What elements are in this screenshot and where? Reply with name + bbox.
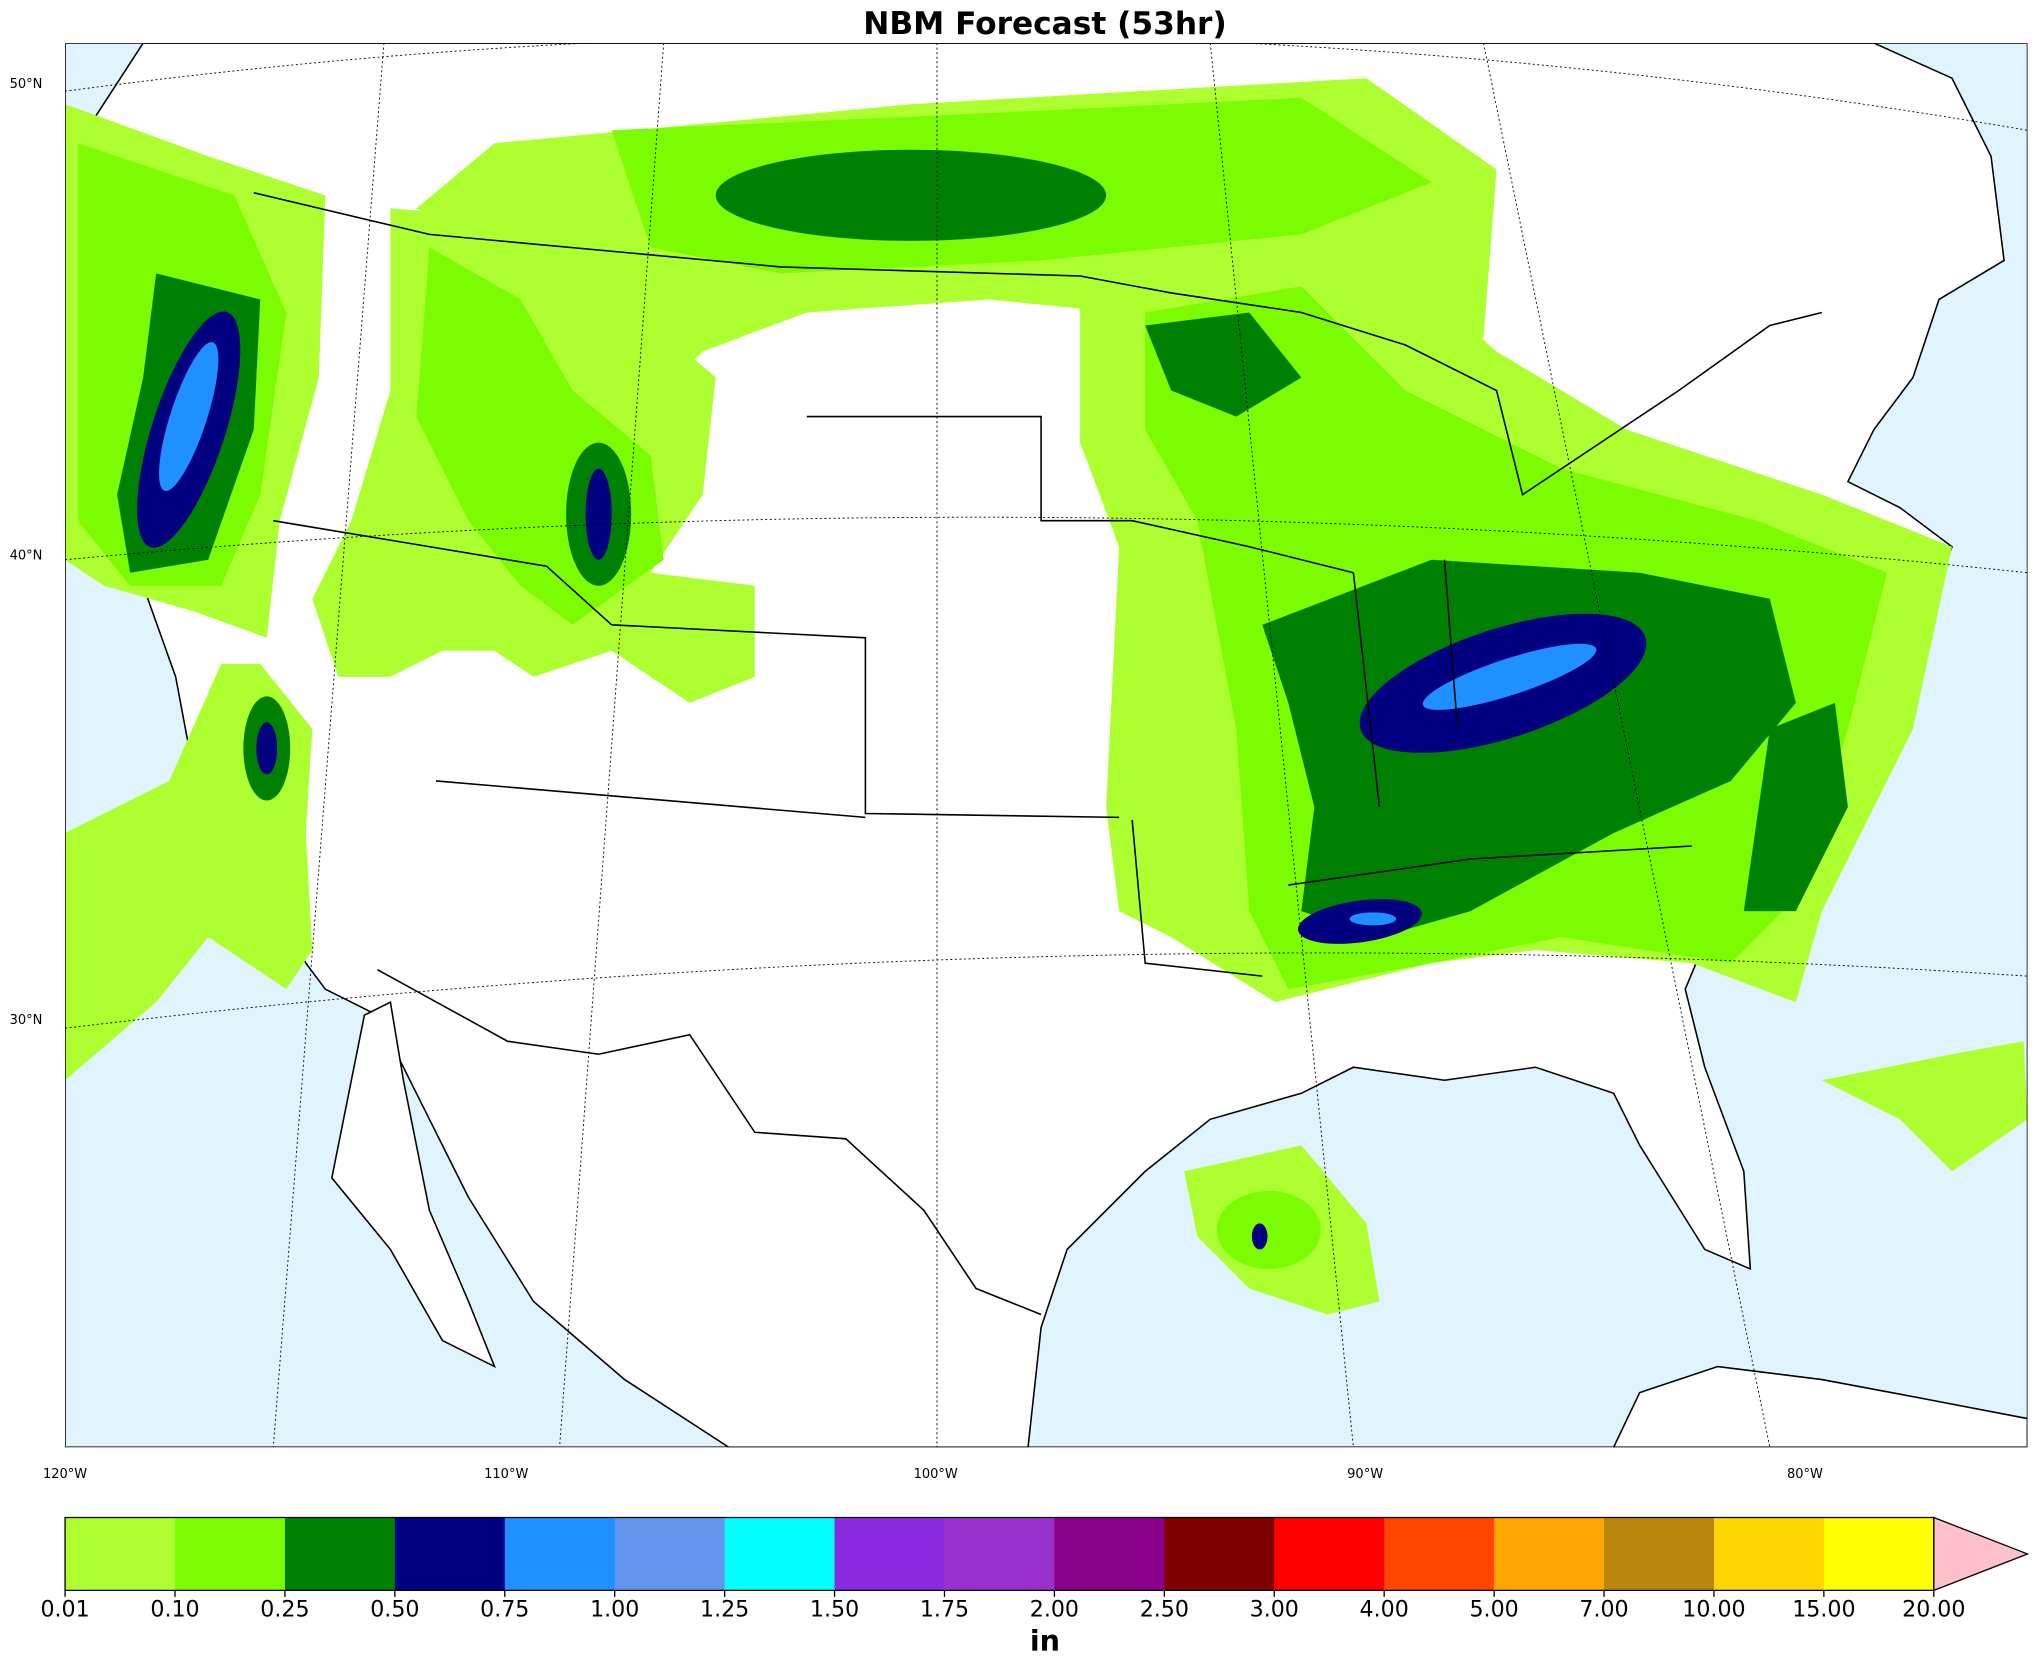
colorbar-tick-label: 20.00 bbox=[1902, 1596, 1965, 1622]
lat-label: 30°N bbox=[10, 1013, 43, 1028]
colorbar-swatch bbox=[284, 1517, 396, 1591]
colorbar-tick-label: 15.00 bbox=[1792, 1596, 1855, 1622]
colorbar-tick-label: 0.01 bbox=[40, 1596, 89, 1622]
colorbar-swatch bbox=[834, 1517, 946, 1591]
colorbar-swatch bbox=[944, 1517, 1056, 1591]
border bbox=[253, 191, 1823, 496]
colorbar: 0.01 0.10 0.25 0.50 0.75 1.00 1.25 1.50 1.75 2.00… bbox=[40, 1516, 2030, 1657]
colorbar-tick-label: 3.00 bbox=[1250, 1596, 1299, 1622]
precip-area bbox=[1349, 912, 1397, 926]
precip-area bbox=[1743, 702, 1848, 912]
colorbar-swatch bbox=[1054, 1517, 1165, 1591]
colorbar-swatch bbox=[1274, 1517, 1385, 1591]
graticule bbox=[65, 43, 2028, 1448]
colorbar-tick-label: 4.00 bbox=[1360, 1596, 1409, 1622]
colorbar-tick-label: 2.50 bbox=[1140, 1596, 1189, 1622]
lon-label: 80°W bbox=[1787, 1467, 1823, 1482]
precip-area bbox=[1251, 1223, 1268, 1250]
colorbar-tick-label: 7.00 bbox=[1579, 1596, 1628, 1622]
map bbox=[65, 43, 2028, 1448]
colorbar-swatch bbox=[1494, 1517, 1605, 1591]
colorbar-tick-label: 2.00 bbox=[1030, 1596, 1079, 1622]
colorbar-tick-label: 0.75 bbox=[480, 1596, 529, 1622]
title: NBM Forecast (53hr) bbox=[863, 6, 1226, 42]
colorbar-swatch bbox=[65, 1517, 176, 1591]
colorbar-tick-label: 5.00 bbox=[1469, 1596, 1518, 1622]
colorbar-tick-label: 0.10 bbox=[150, 1596, 199, 1622]
colorbar-tick-label: 1.00 bbox=[590, 1596, 639, 1622]
colorbar-tick-label: 1.25 bbox=[700, 1596, 749, 1622]
baja bbox=[331, 1001, 496, 1369]
precip-area bbox=[715, 149, 1107, 241]
precip-area bbox=[256, 722, 278, 775]
colorbar-tick-label: 0.25 bbox=[260, 1596, 309, 1622]
colorbar-swatch bbox=[1164, 1517, 1275, 1591]
lon-label: 90°W bbox=[1347, 1467, 1383, 1482]
colorbar-swatch bbox=[394, 1517, 506, 1591]
colorbar-swatch bbox=[174, 1517, 286, 1591]
precip-area bbox=[1262, 559, 1796, 938]
colorbar-label: in bbox=[1030, 1623, 1060, 1657]
colorbar-swatch bbox=[1713, 1517, 1825, 1591]
colorbar-extend bbox=[1933, 1516, 2030, 1592]
colorbar-swatch bbox=[1384, 1517, 1495, 1591]
colorbar-tick-label: 10.00 bbox=[1682, 1596, 1745, 1622]
lon-label: 110°W bbox=[484, 1467, 528, 1482]
lon-label: 120°W bbox=[43, 1467, 87, 1482]
colorbar-swatch bbox=[504, 1517, 616, 1591]
colorbar-swatch bbox=[614, 1517, 726, 1591]
colorbar-swatch bbox=[1604, 1517, 1715, 1591]
precip-area bbox=[1821, 1041, 2028, 1172]
precip-area bbox=[585, 468, 612, 560]
precip-area bbox=[1422, 643, 1597, 710]
precip-area bbox=[158, 342, 219, 492]
cuba bbox=[1612, 1365, 2028, 1448]
colorbar-tick-label: 1.75 bbox=[920, 1596, 969, 1622]
border bbox=[377, 968, 1042, 1316]
precip-area bbox=[1216, 1190, 1321, 1269]
colorbar-tick-label: 1.50 bbox=[810, 1596, 859, 1622]
colorbar-tick-label: 0.50 bbox=[370, 1596, 419, 1622]
precip-area bbox=[1145, 312, 1302, 417]
lat-label: 50°N bbox=[10, 77, 43, 92]
border bbox=[273, 415, 1692, 977]
colorbar-swatch bbox=[724, 1517, 836, 1591]
axis-labels: 50°N 40°N 30°N 120°W 110°W 100°W 90°W 80°W bbox=[10, 77, 1823, 1482]
lon-label: 100°W bbox=[914, 1467, 958, 1482]
lat-label: 40°N bbox=[10, 548, 43, 563]
colorbar-swatch bbox=[1823, 1517, 1935, 1591]
